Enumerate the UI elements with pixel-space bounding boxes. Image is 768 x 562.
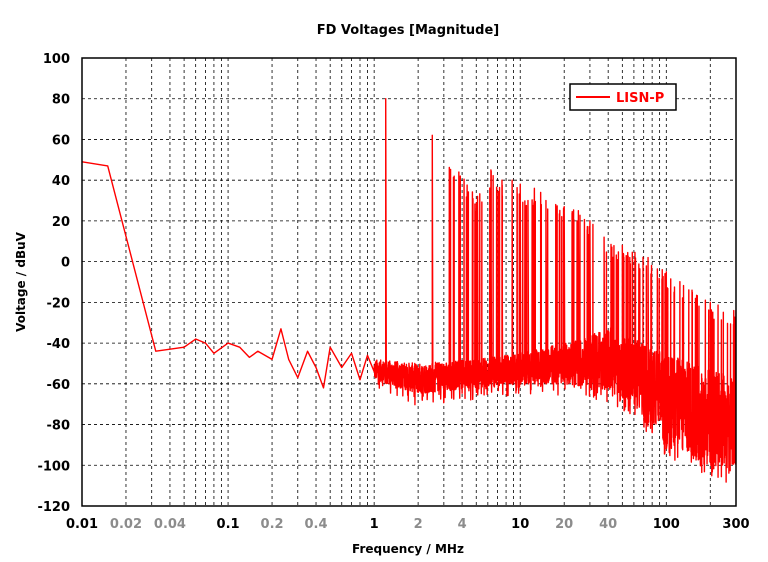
y-tick-label: -40 xyxy=(47,337,71,352)
x-tick-label: 40 xyxy=(599,517,617,532)
y-axis-label: Voltage / dBuV xyxy=(14,231,28,332)
y-tick-label: 20 xyxy=(52,215,70,230)
y-tick-label: -60 xyxy=(47,378,71,393)
y-tick-label: 0 xyxy=(61,256,70,271)
x-tick-label: 0.04 xyxy=(154,517,186,532)
x-tick-label: 4 xyxy=(458,517,467,532)
x-axis-label: Frequency / MHz xyxy=(352,542,464,556)
x-tick-labels: 0.01 0.02 0.04 0.1 0.2 0.4 1 2 4 10 20 40 100 300 xyxy=(66,517,750,532)
grid-lines xyxy=(82,58,736,506)
x-tick-label: 0.01 xyxy=(66,517,98,532)
x-tick-label: 10 xyxy=(511,517,529,532)
x-tick-label: 1 xyxy=(370,517,379,532)
x-tick-label: 2 xyxy=(414,517,423,532)
y-tick-label: -100 xyxy=(37,459,70,474)
y-tick-label: 60 xyxy=(52,133,70,148)
x-tick-label: 0.4 xyxy=(305,517,328,532)
x-tick-label: 0.02 xyxy=(110,517,142,532)
x-tick-label: 0.2 xyxy=(261,517,284,532)
x-tick-label: 100 xyxy=(653,517,680,532)
chart-title: FD Voltages [Magnitude] xyxy=(317,23,500,38)
plot-area xyxy=(82,58,736,506)
series-line-lisn-p xyxy=(82,98,736,483)
y-tick-label: 40 xyxy=(52,174,70,189)
legend-label-lisn-p: LISN-P xyxy=(616,91,664,106)
y-tick-label: -20 xyxy=(47,296,71,311)
y-tick-label: -80 xyxy=(47,419,71,434)
y-tick-label: -120 xyxy=(37,500,70,515)
x-tick-label: 300 xyxy=(722,517,749,532)
y-tick-labels: 100 80 60 40 20 0 -20 -40 -60 -80 -100 -120 xyxy=(37,52,70,515)
x-tick-label: 20 xyxy=(555,517,573,532)
series-layer xyxy=(82,98,736,483)
y-tick-label: 100 xyxy=(43,52,70,67)
y-tick-label: 80 xyxy=(52,93,70,108)
plot-border xyxy=(81,57,737,507)
x-tick-label: 0.1 xyxy=(217,517,240,532)
legend: LISN-P xyxy=(569,83,677,111)
